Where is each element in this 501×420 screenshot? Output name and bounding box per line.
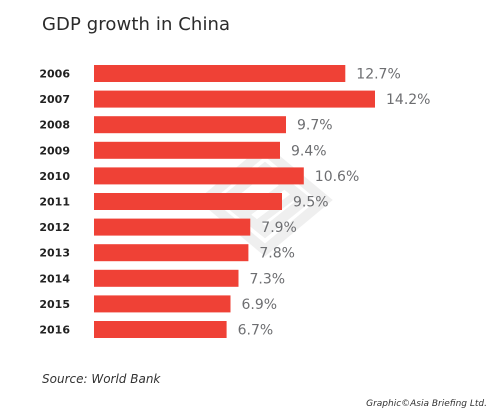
bar-2007 — [94, 90, 375, 108]
bar-2009 — [94, 141, 280, 159]
value-label: 6.9% — [242, 297, 278, 313]
year-label: 2010 — [39, 170, 70, 183]
value-label: 7.3% — [250, 271, 286, 287]
year-label: 2008 — [39, 119, 70, 132]
value-label: 7.9% — [261, 220, 297, 236]
bar-2013 — [94, 244, 249, 262]
year-label: 2014 — [39, 272, 70, 285]
value-label: 7.8% — [259, 246, 295, 262]
year-label: 2012 — [39, 221, 70, 234]
year-label: 2006 — [39, 68, 70, 81]
year-label: 2011 — [39, 196, 70, 209]
value-label: 12.7% — [356, 67, 400, 83]
value-label: 10.6% — [315, 169, 359, 185]
graphic-credit: Graphic©Asia Briefing Ltd. — [366, 399, 487, 409]
year-label: 2007 — [39, 93, 70, 106]
year-label: 2013 — [39, 247, 70, 260]
bar-2012 — [94, 218, 251, 236]
bar-2008 — [94, 116, 286, 134]
year-label: 2009 — [39, 144, 70, 157]
bar-2011 — [94, 193, 282, 210]
bar-2015 — [94, 295, 231, 313]
bar-2016 — [94, 321, 227, 338]
source-note: Source: World Bank — [42, 372, 161, 386]
year-label: 2015 — [39, 298, 70, 311]
value-label: 9.5% — [293, 195, 329, 211]
value-label: 14.2% — [386, 92, 430, 108]
value-label: 6.7% — [238, 323, 274, 339]
bar-2010 — [94, 167, 304, 185]
chart-title: GDP growth in China — [42, 14, 231, 35]
value-label: 9.4% — [291, 143, 327, 159]
bar-2014 — [94, 269, 239, 287]
year-label: 2016 — [39, 324, 70, 337]
value-label: 9.7% — [297, 118, 333, 134]
bar-2006 — [94, 65, 346, 82]
